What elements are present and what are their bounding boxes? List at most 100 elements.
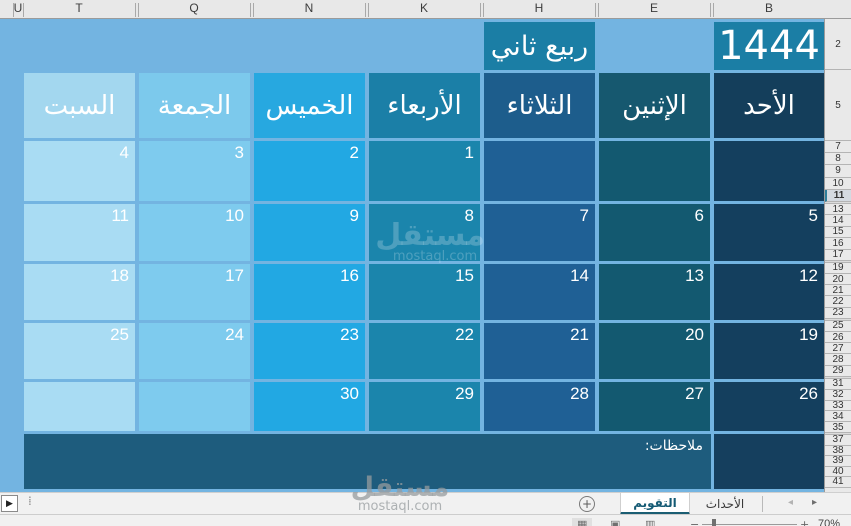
row-header-41[interactable]: 41	[825, 476, 851, 488]
tab-calendar-active[interactable]: التقويم	[620, 493, 690, 515]
calendar-day-cell[interactable]: 12	[714, 264, 824, 320]
zoom-in-icon[interactable]: +	[800, 518, 810, 526]
row-header-8[interactable]: 8	[825, 153, 851, 166]
horizontal-scroll-right-button[interactable]: ▶	[1, 495, 18, 512]
row-header-37[interactable]: 37	[825, 434, 851, 446]
zoom-level-label[interactable]: 70%	[818, 518, 841, 526]
column-header-u[interactable]: U	[13, 1, 23, 15]
notes-sunday-cell[interactable]	[714, 434, 824, 489]
row-header-34[interactable]: 34	[825, 411, 851, 423]
page-break-view-icon[interactable]: ▥	[645, 518, 656, 526]
calendar-day-cell[interactable]	[24, 382, 135, 431]
day-header-1[interactable]: الجمعة	[139, 73, 250, 138]
calendar-day-cell[interactable]: 26	[714, 382, 824, 431]
row-header-40[interactable]: 40	[825, 466, 851, 478]
calendar-day-cell[interactable]: 18	[24, 264, 135, 320]
row-header-32[interactable]: 32	[825, 389, 851, 401]
calendar-day-cell[interactable]: 13	[599, 264, 710, 320]
row-header-16[interactable]: 16	[825, 238, 851, 250]
calendar-day-cell[interactable]: 25	[24, 323, 135, 379]
add-sheet-icon[interactable]: +	[579, 496, 595, 512]
row-header-10[interactable]: 10	[825, 178, 851, 190]
row-header-25[interactable]: 25	[825, 320, 851, 333]
calendar-day-cell[interactable]: 5	[714, 204, 824, 261]
row-header-29[interactable]: 29	[825, 365, 851, 377]
column-header-n[interactable]: N	[304, 1, 314, 15]
calendar-day-cell[interactable]: 4	[24, 141, 135, 201]
row-header-23[interactable]: 23	[825, 307, 851, 319]
calendar-day-cell[interactable]: 6	[599, 204, 710, 261]
day-header-2[interactable]: الخميس	[254, 73, 365, 138]
row-header-17[interactable]: 17	[825, 249, 851, 261]
next-sheet-arrow-icon[interactable]: ▸	[812, 497, 818, 508]
row-header-13[interactable]: 13	[825, 204, 851, 216]
row-header-5[interactable]: 5	[825, 70, 851, 141]
calendar-day-cell[interactable]: 1	[369, 141, 480, 201]
normal-view-icon[interactable]: ▦	[572, 518, 593, 526]
calendar-day-cell[interactable]: 30	[254, 382, 365, 431]
calendar-day-cell[interactable]: 7	[484, 204, 595, 261]
tab-events[interactable]: الأحداث	[705, 497, 745, 511]
calendar-day-cell[interactable]: 2	[254, 141, 365, 201]
year-cell[interactable]: 1444	[714, 22, 824, 70]
row-header-9[interactable]: 9	[825, 165, 851, 178]
row-header-21[interactable]: 21	[825, 285, 851, 297]
calendar-day-cell[interactable]: 29	[369, 382, 480, 431]
calendar-day-cell[interactable]: 20	[599, 323, 710, 379]
calendar-day-cell[interactable]: 17	[139, 264, 250, 320]
tab-splitter-handle[interactable]: ⁞	[28, 494, 32, 508]
calendar-day-cell[interactable]	[484, 141, 595, 201]
notes-cell[interactable]: ملاحظات:	[24, 434, 711, 489]
zoom-out-icon[interactable]: −	[690, 518, 700, 526]
column-header-k[interactable]: K	[419, 1, 429, 15]
row-header-2[interactable]: 2	[825, 19, 851, 70]
row-header-11[interactable]: 11	[825, 189, 851, 202]
row-header-19[interactable]: 19	[825, 262, 851, 275]
calendar-day-cell[interactable]: 10	[139, 204, 250, 261]
calendar-day-cell[interactable]: 24	[139, 323, 250, 379]
calendar-day-cell[interactable]: 14	[484, 264, 595, 320]
column-header-e[interactable]: E	[649, 1, 659, 15]
column-header-t[interactable]: T	[75, 1, 83, 15]
day-header-3[interactable]: الأربعاء	[369, 73, 480, 138]
page-layout-view-icon[interactable]: ▣	[610, 518, 621, 526]
calendar-day-cell[interactable]: 3	[139, 141, 250, 201]
row-header-27[interactable]: 27	[825, 343, 851, 355]
row-header-15[interactable]: 15	[825, 226, 851, 239]
day-header-0[interactable]: السبت	[24, 73, 135, 138]
column-header-h[interactable]: H	[534, 1, 544, 15]
row-header-7[interactable]: 7	[825, 141, 851, 154]
row-header-14[interactable]: 14	[825, 215, 851, 227]
prev-sheet-arrow-icon[interactable]: ◂	[788, 497, 794, 508]
calendar-day-cell[interactable]: 16	[254, 264, 365, 320]
row-header-39[interactable]: 39	[825, 455, 851, 467]
calendar-day-cell[interactable]: 28	[484, 382, 595, 431]
calendar-day-cell[interactable]	[139, 382, 250, 431]
row-header-31[interactable]: 31	[825, 378, 851, 390]
calendar-day-cell[interactable]: 19	[714, 323, 824, 379]
day-header-4[interactable]: الثلاثاء	[484, 73, 595, 138]
row-header-28[interactable]: 28	[825, 354, 851, 366]
calendar-day-cell[interactable]: 22	[369, 323, 480, 379]
calendar-day-cell[interactable]: 11	[24, 204, 135, 261]
calendar-day-cell[interactable]	[599, 141, 710, 201]
row-header-26[interactable]: 26	[825, 332, 851, 344]
zoom-slider-thumb[interactable]	[712, 519, 716, 526]
calendar-day-cell[interactable]: 15	[369, 264, 480, 320]
calendar-day-cell[interactable]: 23	[254, 323, 365, 379]
calendar-day-cell[interactable]: 27	[599, 382, 710, 431]
column-header-b[interactable]: B	[764, 1, 774, 15]
day-header-5[interactable]: الإثنين	[599, 73, 710, 138]
calendar-day-cell[interactable]: 8	[369, 204, 480, 261]
row-header-38[interactable]: 38	[825, 445, 851, 457]
row-header-22[interactable]: 22	[825, 296, 851, 308]
column-header-q[interactable]: Q	[189, 1, 199, 15]
calendar-day-cell[interactable]	[714, 141, 824, 201]
row-header-35[interactable]: 35	[825, 422, 851, 434]
zoom-slider-track[interactable]	[702, 524, 797, 525]
day-header-6[interactable]: الأحد	[714, 73, 824, 138]
month-cell[interactable]: ربيع ثاني	[484, 22, 595, 70]
row-header-20[interactable]: 20	[825, 274, 851, 286]
calendar-day-cell[interactable]: 9	[254, 204, 365, 261]
row-header-33[interactable]: 33	[825, 400, 851, 412]
